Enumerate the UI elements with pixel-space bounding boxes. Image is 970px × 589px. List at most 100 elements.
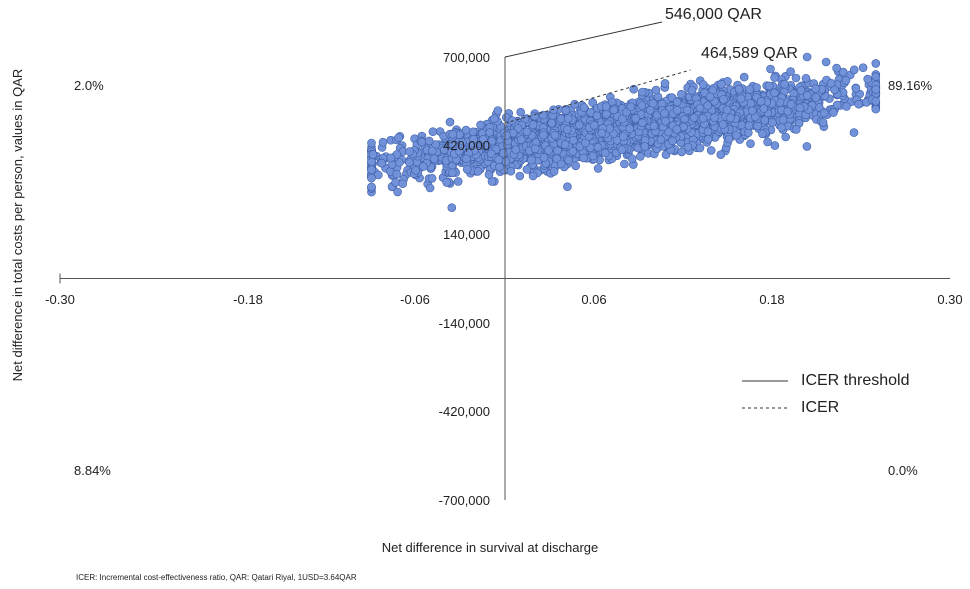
scatter-point [821, 57, 831, 67]
scatter-point [851, 84, 861, 93]
scatter-point [484, 170, 494, 179]
scatter-point [801, 74, 811, 83]
scatter-point [589, 121, 599, 130]
scatter-point [849, 128, 859, 137]
scatter-point [560, 140, 570, 149]
scatter-point [570, 99, 580, 109]
scatter-point [549, 105, 558, 115]
scatter-point [522, 127, 532, 137]
scatter-point [530, 111, 540, 121]
y-tick-label: -140,000 [439, 316, 490, 331]
scatter-point [832, 63, 841, 73]
legend-label-icer: ICER [801, 399, 839, 416]
scatter-point [695, 103, 705, 113]
scatter-point [732, 131, 741, 140]
scatter-point [411, 166, 421, 175]
scatter-point [826, 78, 836, 88]
scatter-point [746, 99, 756, 108]
scatter-point [703, 134, 713, 144]
scatter-point [579, 103, 589, 112]
scatter-point [746, 139, 755, 148]
scatter-point [777, 123, 787, 132]
scatter-point [569, 136, 578, 145]
scatter-point [600, 148, 610, 158]
scatter-point [620, 159, 629, 169]
scatter-point [439, 145, 449, 155]
scatter-point [682, 106, 692, 115]
scatter-point [405, 147, 414, 156]
scatter-point [619, 132, 628, 141]
scatter-point [489, 114, 499, 123]
scatter-point [367, 182, 376, 192]
scatter-point [564, 155, 573, 165]
scatter-point [796, 86, 806, 95]
scatter-point [706, 146, 716, 155]
scatter-point [832, 100, 842, 110]
scatter-point [744, 121, 754, 130]
icer-annotation: 464,589 QAR [701, 45, 798, 62]
scatter-point [449, 139, 458, 149]
scatter-point [368, 150, 378, 159]
scatter-point [506, 166, 516, 176]
scatter-point [428, 127, 438, 136]
quadrant-bottom-left-percentage: 8.84% [74, 463, 111, 478]
scatter-point [419, 162, 428, 171]
scatter-point [473, 167, 483, 176]
x-tick-label: -0.06 [400, 292, 430, 307]
scatter-point [550, 131, 560, 140]
scatter-point [511, 145, 521, 154]
y-tick-label: -420,000 [439, 404, 490, 419]
scatter-point [802, 91, 812, 100]
scatter-point [726, 113, 735, 123]
scatter-point [417, 137, 427, 147]
scatter-point [802, 142, 812, 151]
legend-label-icer-threshold: ICER threshold [801, 372, 910, 389]
scatter-point [427, 146, 437, 156]
scatter-point [495, 162, 504, 172]
scatter-point [854, 99, 864, 109]
scatter-point [802, 52, 812, 62]
scatter-point [574, 120, 584, 130]
scatter-point [392, 169, 402, 179]
x-tick-label: -0.30 [45, 292, 75, 307]
scatter-point [770, 73, 779, 82]
scatter-point [579, 153, 588, 163]
scatter-point [778, 115, 788, 125]
scatter-point [724, 134, 734, 144]
y-tick-label: -700,000 [439, 493, 490, 508]
scatter-point [640, 142, 650, 151]
x-tick-label: 0.18 [759, 292, 784, 307]
scatter-point [625, 124, 635, 133]
scatter-point [871, 104, 881, 114]
scatter-point [627, 154, 637, 163]
scatter-point [563, 182, 572, 191]
icer-line [504, 69, 691, 124]
scatter-point [593, 164, 603, 173]
scatter-point [601, 102, 611, 111]
scatter-point [539, 130, 548, 140]
scatter-point [631, 114, 641, 123]
scatter-point [485, 128, 495, 137]
scatter-point [482, 141, 491, 150]
scatter-point [476, 120, 485, 130]
scatter-point [734, 84, 744, 94]
x-axis-label: Net difference in survival at discharge [382, 540, 599, 555]
scatter-point [367, 173, 376, 183]
scatter-point [710, 113, 719, 122]
scatter-point [649, 121, 659, 131]
scatter-point [849, 65, 859, 75]
scatter-point [447, 168, 457, 178]
scatter-point [811, 84, 820, 93]
scatter-point [629, 84, 639, 94]
x-tick-label: 0.06 [581, 292, 606, 307]
scatter-point [768, 118, 777, 127]
scatter-point [461, 125, 471, 135]
scatter-point [745, 85, 755, 94]
scatter-point [547, 118, 557, 128]
scatter-point [515, 171, 525, 181]
scatter-point [636, 152, 645, 161]
scatter-point [539, 153, 549, 162]
scatter-point [494, 155, 504, 164]
scatter-point [601, 109, 611, 119]
scatter-point [819, 108, 829, 118]
